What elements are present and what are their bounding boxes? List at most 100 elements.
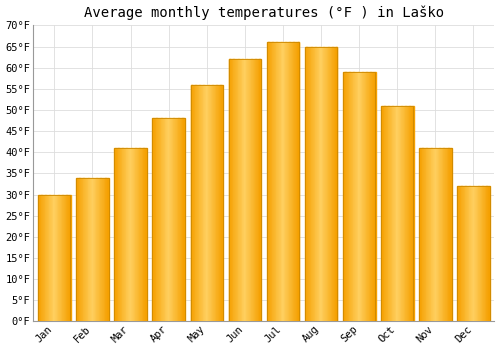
Bar (129, 148, 130, 321)
Bar (258, 59, 260, 321)
Bar (47, 195, 48, 321)
Bar (475, 186, 476, 321)
Bar (284, 42, 285, 321)
Bar (219, 85, 220, 321)
Bar (284, 42, 286, 321)
Bar (392, 106, 394, 321)
Bar (411, 106, 412, 321)
Bar (81, 177, 82, 321)
Bar (43, 195, 44, 321)
Bar (343, 72, 376, 321)
Bar (138, 148, 140, 321)
Bar (82, 177, 83, 321)
Bar (328, 47, 330, 321)
Bar (84, 177, 86, 321)
Bar (205, 85, 206, 321)
Bar (206, 85, 207, 321)
Bar (462, 186, 463, 321)
Bar (234, 59, 236, 321)
Bar (78, 177, 79, 321)
Bar (160, 118, 162, 321)
Bar (258, 59, 259, 321)
Bar (103, 177, 104, 321)
Bar (317, 47, 318, 321)
Bar (314, 47, 316, 321)
Bar (238, 59, 240, 321)
Bar (146, 148, 147, 321)
Bar (48, 195, 49, 321)
Bar (250, 59, 252, 321)
Bar (122, 148, 124, 321)
Bar (257, 59, 258, 321)
Bar (419, 148, 452, 321)
Bar (347, 72, 348, 321)
Bar (316, 47, 317, 321)
Bar (295, 42, 296, 321)
Bar (52, 195, 54, 321)
Bar (309, 47, 310, 321)
Bar (44, 195, 46, 321)
Bar (256, 59, 257, 321)
Bar (232, 59, 234, 321)
Bar (222, 85, 223, 321)
Bar (243, 59, 244, 321)
Bar (168, 118, 170, 321)
Bar (241, 59, 242, 321)
Bar (85, 177, 86, 321)
Bar (381, 106, 382, 321)
Bar (274, 42, 275, 321)
Bar (354, 72, 356, 321)
Bar (193, 85, 194, 321)
Bar (98, 177, 99, 321)
Bar (190, 85, 223, 321)
Bar (200, 85, 201, 321)
Bar (114, 148, 146, 321)
Bar (194, 85, 196, 321)
Bar (246, 59, 248, 321)
Bar (136, 148, 137, 321)
Bar (68, 195, 69, 321)
Bar (162, 118, 163, 321)
Bar (282, 42, 283, 321)
Bar (434, 148, 436, 321)
Bar (444, 148, 446, 321)
Bar (352, 72, 354, 321)
Bar (124, 148, 125, 321)
Bar (430, 148, 432, 321)
Bar (396, 106, 398, 321)
Bar (369, 72, 370, 321)
Bar (344, 72, 346, 321)
Bar (333, 47, 334, 321)
Bar (436, 148, 437, 321)
Bar (100, 177, 102, 321)
Bar (442, 148, 444, 321)
Bar (386, 106, 388, 321)
Bar (426, 148, 428, 321)
Bar (450, 148, 451, 321)
Bar (356, 72, 357, 321)
Bar (336, 47, 338, 321)
Bar (86, 177, 88, 321)
Bar (406, 106, 407, 321)
Bar (440, 148, 441, 321)
Bar (334, 47, 335, 321)
Bar (400, 106, 402, 321)
Bar (242, 59, 244, 321)
Bar (370, 72, 372, 321)
Bar (437, 148, 438, 321)
Bar (421, 148, 422, 321)
Bar (382, 106, 384, 321)
Bar (432, 148, 433, 321)
Bar (212, 85, 214, 321)
Bar (270, 42, 271, 321)
Bar (433, 148, 434, 321)
Bar (156, 118, 158, 321)
Bar (232, 59, 233, 321)
Bar (164, 118, 166, 321)
Bar (445, 148, 446, 321)
Bar (82, 177, 84, 321)
Bar (479, 186, 480, 321)
Bar (362, 72, 364, 321)
Bar (474, 186, 476, 321)
Bar (236, 59, 238, 321)
